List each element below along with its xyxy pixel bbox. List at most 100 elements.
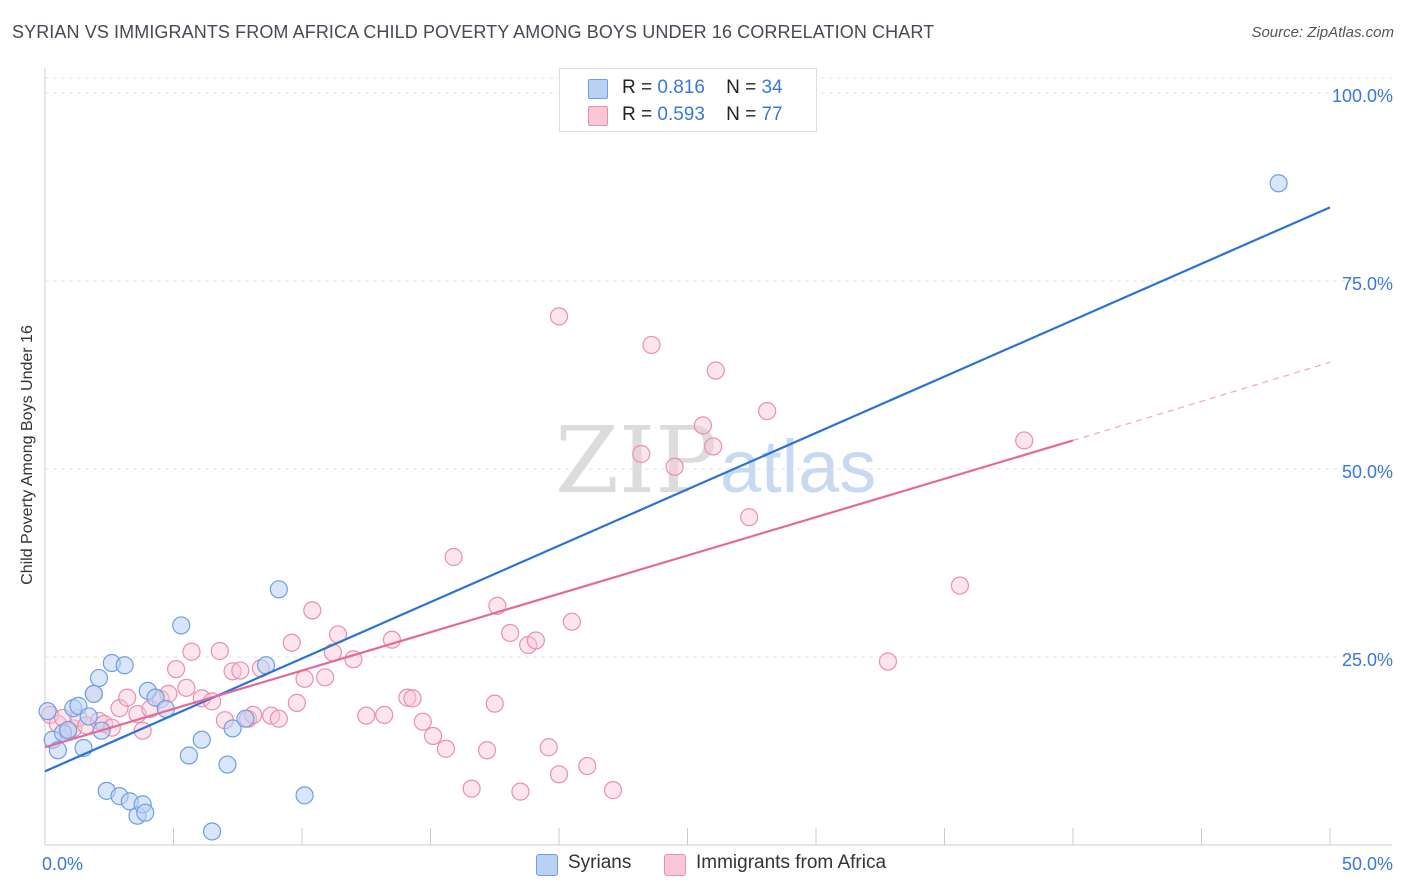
series-syrians	[38, 174, 1288, 841]
data-point-syrians	[146, 688, 165, 707]
data-point-africa	[758, 402, 777, 421]
data-point-syrians	[236, 709, 255, 728]
data-point-syrians	[1269, 174, 1288, 193]
series-immigrants-from-africa	[41, 307, 1034, 801]
data-point-syrians	[295, 786, 314, 805]
data-point-africa	[357, 706, 376, 725]
data-point-africa	[423, 726, 443, 746]
data-point-syrians	[218, 755, 237, 774]
data-point-syrians	[79, 707, 98, 726]
data-point-africa	[539, 738, 558, 757]
data-point-syrians	[48, 741, 67, 760]
data-point-africa	[477, 741, 497, 760]
data-point-africa	[166, 659, 186, 679]
data-point-syrians	[38, 702, 57, 721]
bottom-legend-label: Syrians	[568, 852, 632, 873]
data-point-africa	[1015, 431, 1034, 450]
y-tick-label: 50.0%	[1342, 462, 1393, 482]
data-point-africa	[642, 335, 661, 355]
data-point-africa	[693, 416, 713, 435]
data-point-syrians	[84, 684, 103, 703]
data-point-africa	[231, 661, 250, 680]
data-point-africa	[950, 576, 970, 595]
n-value-syrians: 34	[761, 77, 783, 98]
source-credit: Source: ZipAtlas.com	[1251, 24, 1394, 41]
data-point-africa	[375, 705, 394, 725]
data-point-africa	[413, 712, 432, 731]
r-label: R =	[622, 104, 653, 125]
data-point-africa	[878, 652, 898, 671]
data-point-africa	[444, 547, 463, 567]
data-point-syrians	[115, 656, 134, 675]
data-point-syrians	[179, 746, 199, 765]
data-point-africa	[526, 631, 545, 650]
trend-line-africa-extension	[1072, 361, 1331, 442]
r-value-africa: 0.593	[657, 104, 705, 125]
syrians-swatch	[588, 79, 608, 99]
watermark-atlas: atlas	[720, 425, 876, 508]
legend-row-text: R = 0.816 N = 34	[622, 77, 783, 99]
trend-line-syrians	[44, 206, 1331, 773]
data-point-africa	[223, 662, 242, 681]
data-point-africa	[287, 693, 306, 712]
data-point-africa	[704, 437, 723, 456]
trend-lines	[44, 206, 1331, 773]
data-point-africa	[177, 678, 196, 697]
data-point-syrians	[136, 803, 155, 822]
syrians-swatch	[536, 854, 558, 876]
data-point-africa	[282, 633, 301, 652]
data-point-africa	[398, 688, 417, 707]
r-value-syrians: 0.816	[657, 77, 705, 98]
data-point-africa	[549, 765, 569, 784]
x-tick-label-min: 0.0%	[42, 854, 83, 874]
data-point-africa	[603, 781, 623, 800]
data-point-syrians	[202, 822, 222, 841]
africa-swatch	[588, 106, 608, 126]
y-axis-label: Child Poverty Among Boys Under 16	[19, 325, 36, 585]
data-point-syrians	[192, 730, 211, 749]
trend-line-africa	[44, 439, 1074, 749]
tick-labels: 25.0% 50.0% 75.0% 100.0% 0.0% 50.0%	[42, 86, 1393, 874]
data-point-syrians	[89, 668, 109, 688]
n-label: N =	[726, 104, 757, 125]
africa-swatch	[664, 854, 686, 876]
data-point-africa	[210, 641, 229, 661]
data-point-africa	[295, 669, 314, 688]
data-point-africa	[632, 444, 651, 464]
data-point-africa	[511, 782, 530, 801]
data-point-syrians	[269, 580, 288, 599]
n-label: N =	[726, 77, 757, 98]
data-point-africa	[462, 779, 481, 798]
watermark: ZIP atlas	[555, 407, 876, 514]
data-point-africa	[403, 689, 422, 708]
data-point-africa	[485, 694, 504, 713]
x-tick-label-max: 50.0%	[1342, 854, 1393, 874]
data-point-syrians	[223, 719, 242, 738]
y-tick-label: 100.0%	[1332, 86, 1393, 106]
correlation-legend: R = 0.816 N = 34 R = 0.593 N = 77	[559, 68, 817, 132]
n-value-africa: 77	[761, 104, 783, 125]
data-point-africa	[303, 601, 322, 620]
y-tick-label: 75.0%	[1342, 274, 1393, 294]
data-point-africa	[118, 688, 137, 707]
data-point-africa	[269, 709, 288, 728]
data-point-africa	[706, 361, 725, 380]
data-point-syrians	[59, 720, 78, 740]
legend-row-text: R = 0.593 N = 77	[622, 104, 783, 126]
chart-title: SYRIAN VS IMMIGRANTS FROM AFRICA CHILD P…	[12, 22, 935, 42]
bottom-legend-label: Immigrants from Africa	[696, 852, 887, 873]
data-point-africa	[549, 307, 569, 326]
data-point-africa	[740, 508, 759, 527]
y-tick-label: 25.0%	[1342, 650, 1393, 670]
data-point-africa	[316, 668, 335, 687]
axes	[44, 68, 1392, 846]
data-point-africa	[182, 642, 201, 661]
r-label: R =	[622, 77, 653, 98]
data-point-africa	[578, 756, 597, 776]
data-point-africa	[436, 739, 456, 758]
data-point-africa	[562, 612, 581, 631]
data-point-syrians	[172, 616, 191, 635]
data-point-africa	[501, 623, 520, 643]
data-point-africa	[665, 457, 684, 476]
